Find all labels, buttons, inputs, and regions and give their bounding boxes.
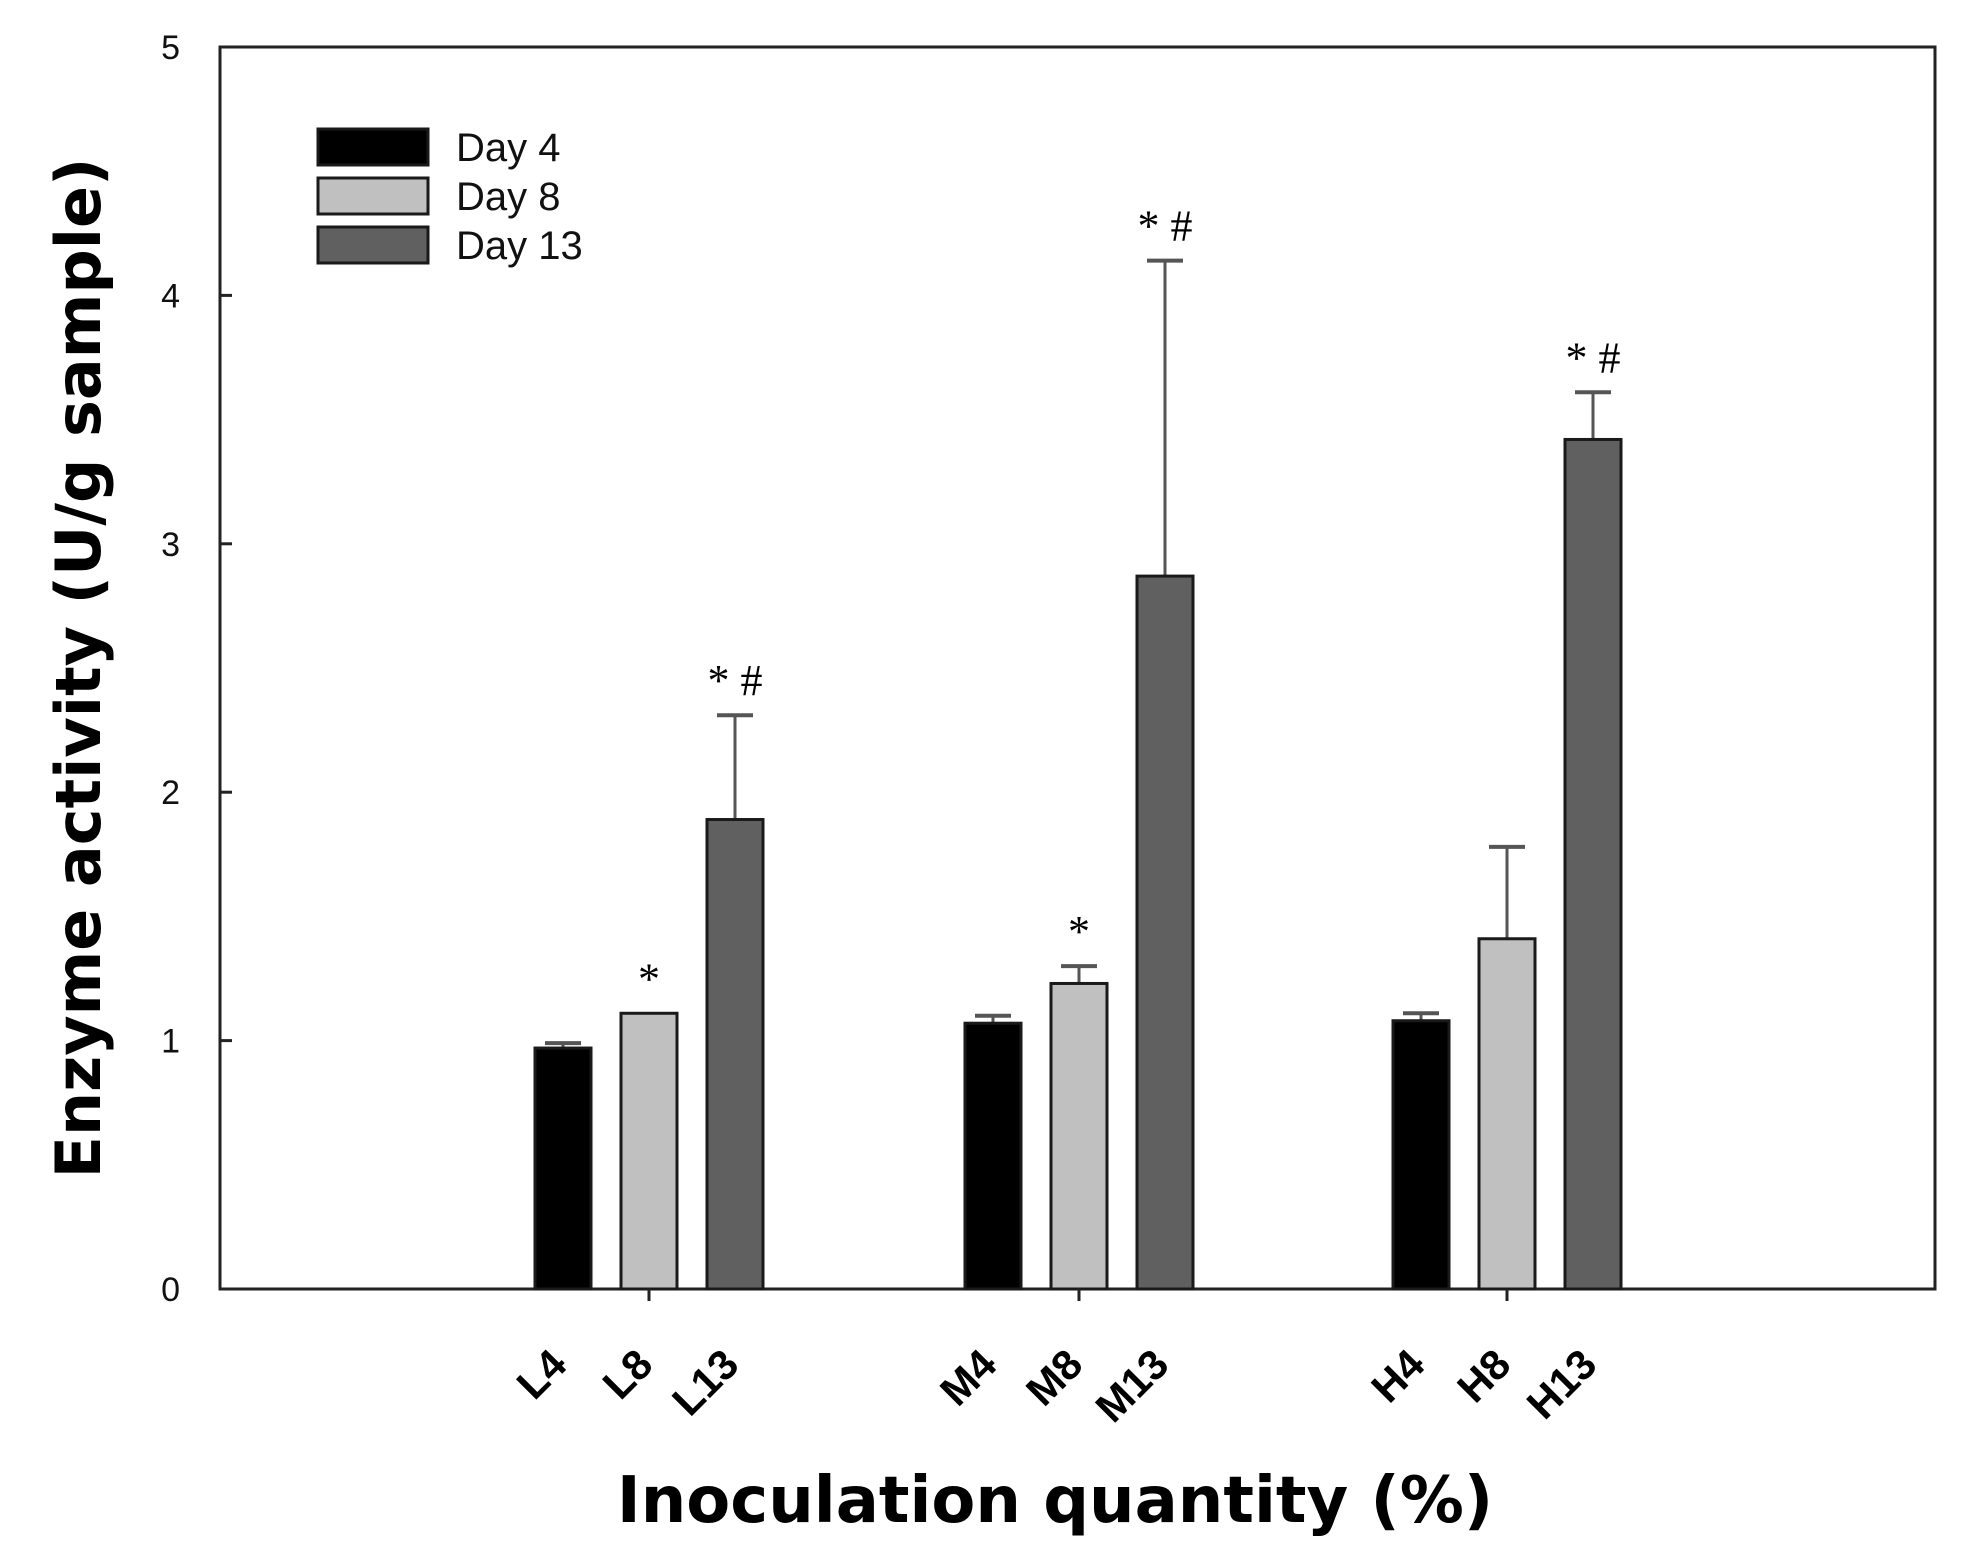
bar-L8 xyxy=(619,1011,679,1291)
x-category-label: M4 xyxy=(931,1340,1006,1415)
legend: Day 4 Day 8 Day 13 xyxy=(316,126,583,268)
x-category-label: H13 xyxy=(1518,1340,1606,1428)
y-axis: 0 1 2 3 4 5 xyxy=(161,29,232,1309)
x-category-label: H8 xyxy=(1448,1340,1519,1411)
bar-L13 xyxy=(705,818,765,1291)
x-category-label: L13 xyxy=(663,1340,747,1424)
x-category-label: L4 xyxy=(507,1340,575,1408)
legend-swatch xyxy=(316,225,430,265)
legend-label: Day 13 xyxy=(456,224,583,268)
x-category-label: H4 xyxy=(1362,1340,1434,1412)
x-category-label: M8 xyxy=(1017,1340,1092,1415)
legend-label: Day 4 xyxy=(456,126,561,170)
x-category-label: L8 xyxy=(593,1340,661,1408)
significance-label: * # xyxy=(1566,333,1621,382)
y-tick-label: 1 xyxy=(161,1023,180,1061)
y-axis-title: Enzyme activity (U/g sample) xyxy=(42,158,115,1179)
x-axis-title: Inoculation quantity (%) xyxy=(617,1464,1493,1538)
significance-label: * # xyxy=(1138,202,1193,251)
bars: * * * # * # * # xyxy=(533,202,1623,1291)
x-category-label: M13 xyxy=(1086,1340,1177,1431)
bar-H13 xyxy=(1563,437,1623,1291)
significance-label: * # xyxy=(708,656,763,705)
y-tick-label: 0 xyxy=(161,1271,180,1309)
bar-M4 xyxy=(963,1021,1023,1291)
y-tick-label: 5 xyxy=(161,29,180,67)
legend-label: Day 8 xyxy=(456,175,561,219)
bar-M8 xyxy=(1049,981,1109,1291)
bar-H8 xyxy=(1477,937,1537,1291)
y-tick-label: 4 xyxy=(161,277,180,315)
y-tick-label: 3 xyxy=(161,526,180,564)
bar-L4 xyxy=(533,1046,593,1291)
x-axis: L4 M4 H4 L8 M8 H8 L13 M13 H13 xyxy=(507,1289,1605,1431)
y-tick-label: 2 xyxy=(161,774,180,812)
significance-label: * xyxy=(638,954,660,1003)
legend-swatch xyxy=(316,176,430,216)
bar-H4 xyxy=(1391,1019,1451,1291)
significance-label: * xyxy=(1068,907,1090,956)
legend-swatch xyxy=(316,127,430,167)
bar-M13 xyxy=(1135,574,1195,1291)
